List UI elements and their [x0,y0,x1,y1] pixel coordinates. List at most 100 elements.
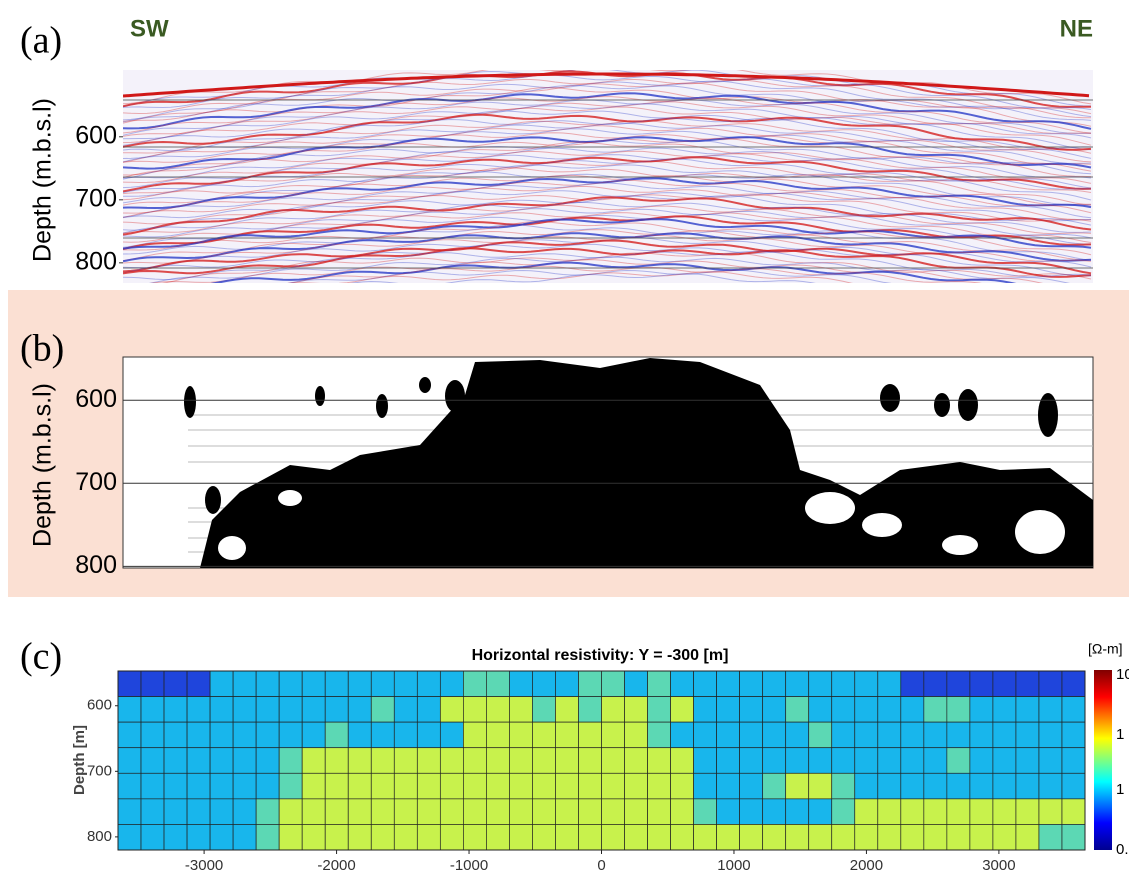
heatmap-cell [946,721,971,749]
heatmap-cell [1061,670,1086,697]
seismic-reflector [123,84,1092,123]
heatmap-cell [486,670,510,697]
heatmap-cell [209,747,234,774]
heatmap-cell [854,721,879,749]
heatmap-cell [670,747,694,774]
panel-label: (b) [20,328,64,370]
heatmap-cell [140,747,165,774]
heatmap-cell [785,747,810,774]
seismic-reflector [287,269,893,283]
heatmap-cell [555,696,579,723]
heatmap-cell [601,670,625,697]
heatmap-cell [370,747,395,774]
heatmap-cell [1061,798,1086,825]
heatmap-cell [1061,824,1086,851]
seismic-reflector [123,70,1092,105]
seismic-reflector [123,101,1092,137]
heatmap-cell [785,824,810,851]
heatmap-cell [716,747,740,774]
heatmap-cell [163,824,188,851]
heatmap-cell [1061,772,1086,800]
seismic-reflector [123,150,1092,184]
heatmap-cell [393,721,418,749]
heatmap-cell [900,824,925,851]
heatmap-cell [900,772,925,800]
heatmap-cell [163,670,188,697]
heatmap-cell [140,772,165,800]
panel-label: (c) [20,636,62,678]
heatmap-cell [877,772,902,800]
heatmap-cell [785,696,810,723]
colorbar-label: 1 [1116,781,1124,798]
seismic-reflector [123,218,1092,250]
heatmap-cell [439,670,464,697]
heatmap-cell [117,721,142,749]
heatmap-cell [693,798,717,825]
heatmap-cell [877,824,902,851]
seismic-reflector [123,117,1092,152]
heatmap-cell [555,824,579,851]
heatmap-cell [969,670,994,697]
heatmap-cell [969,747,994,774]
y-tick-label: 800 [75,247,117,275]
heatmap-cell [854,670,879,697]
heatmap-cell [601,747,625,774]
heatmap-cell [601,798,625,825]
heatmap-cell [163,798,188,825]
seismic-reflector [123,147,1092,179]
heatmap-cell [1061,696,1086,723]
panel-label: (a) [20,20,62,62]
seismic-reflector [123,136,1092,170]
heatmap-cell [647,772,671,800]
heatmap-cell [393,798,418,825]
heatmap-cell [739,798,764,825]
heatmap-cell [140,721,165,749]
seismic-reflector [123,137,1092,176]
heatmap-cell [624,670,648,697]
heatmap-cell [532,824,556,851]
heatmap-cell [347,696,372,723]
heatmap-cell [1015,721,1040,749]
heatmap-cell [900,670,925,697]
heatmap-cell [301,824,326,851]
heatmap-cell [647,798,671,825]
heatmap-cell [716,798,740,825]
heatmap-cell [785,798,810,825]
heatmap-cell [232,721,257,749]
heatmap-cell [578,798,602,825]
seismic-reflector [123,182,1092,219]
heatmap-cell [186,696,211,723]
heatmap-cell [969,824,994,851]
heatmap-cell [278,772,303,800]
heatmap-cell [186,721,211,749]
heatmap-cell [1015,670,1040,697]
heatmap-cell [393,772,418,800]
heatmap-cell [877,721,902,749]
heatmap-cell [716,772,740,800]
heatmap-cell [900,798,925,825]
heatmap-cell [209,721,234,749]
heatmap-cell [370,696,395,723]
heatmap-cell [578,772,602,800]
heatmap-cell [463,824,487,851]
heatmap-cell [693,772,717,800]
heatmap-cell [232,772,257,800]
heatmap-cell [877,798,902,825]
seismic-reflector [123,113,1092,151]
heatmap-cell [416,824,441,851]
heatmap-cell [877,670,902,697]
seismic-reflector [123,122,1092,159]
seismic-reflector [123,106,1092,146]
y-tick-label: 800 [75,551,117,579]
heatmap-cell [278,721,303,749]
heatmap-cell [117,747,142,774]
x-tick-label: 0 [597,857,605,874]
seismic-reflector [210,261,1017,283]
heatmap-cell [647,747,671,774]
x-tick-label: 3000 [982,857,1015,874]
heatmap-cell [416,798,441,825]
heatmap-cell [992,747,1017,774]
heatmap-cell [439,747,464,774]
heatmap-cell [140,670,165,697]
heatmap-cell [301,747,326,774]
